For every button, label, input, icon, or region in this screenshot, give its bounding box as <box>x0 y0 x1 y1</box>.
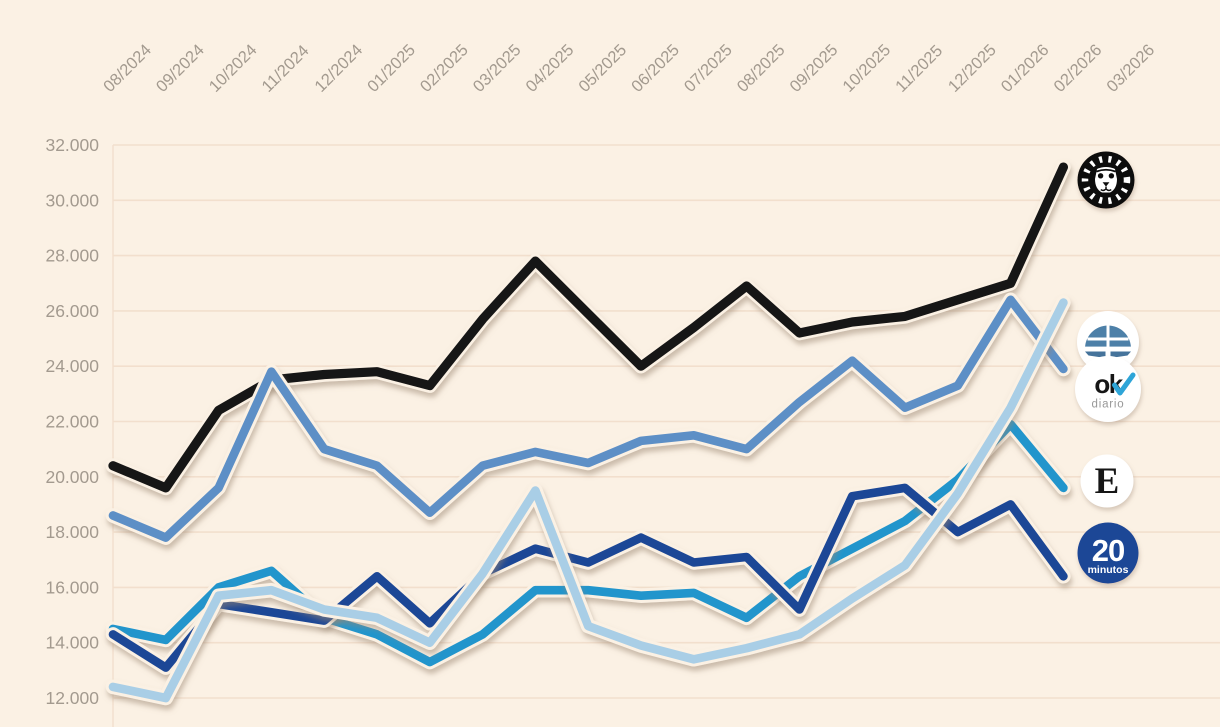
x-tick-label: 04/2025 <box>523 41 578 96</box>
el-espanol-lion-logo-icon <box>1077 151 1135 209</box>
y-tick-label: 12.000 <box>45 688 99 708</box>
y-tick-label: 16.000 <box>45 577 99 597</box>
el-debate-window-logo-icon <box>1077 311 1139 373</box>
veinte-minutos-logo-icon: 20 minutos <box>1077 522 1139 584</box>
x-tick-label: 08/2024 <box>100 41 155 96</box>
x-tick-label: 03/2025 <box>470 41 525 96</box>
okdiario-checkmark-icon <box>1112 372 1136 396</box>
x-tick-label: 12/2025 <box>945 41 1000 96</box>
y-tick-label: 30.000 <box>45 190 99 210</box>
y-axis-tick-labels: 32.000 30.000 28.000 26.000 24.000 22.000 20.0… <box>45 135 99 708</box>
minutos-word: minutos <box>1088 564 1129 576</box>
y-tick-label: 24.000 <box>45 356 99 376</box>
x-tick-label: 01/2025 <box>364 41 419 96</box>
okdiario-logo-icon: ok diario <box>1075 356 1141 422</box>
x-tick-label: 07/2025 <box>681 41 736 96</box>
series-line-20minutos <box>105 480 1071 675</box>
x-tick-label: 06/2025 <box>628 41 683 96</box>
y-tick-label: 32.000 <box>45 135 99 155</box>
x-tick-label: 11/2025 <box>892 42 946 96</box>
okdiario-sub-wordmark: diario <box>1092 399 1125 411</box>
x-tick-label: 10/2024 <box>206 41 261 96</box>
x-tick-label: 10/2025 <box>839 41 894 96</box>
series-line-okdiario <box>105 292 1071 545</box>
data-series-lines <box>105 159 1071 706</box>
x-tick-label: 12/2024 <box>311 41 366 96</box>
e-letter: E <box>1095 461 1120 502</box>
y-tick-label: 26.000 <box>45 301 99 321</box>
e-newspaper-logo-icon: E <box>1080 454 1134 508</box>
x-tick-label: 08/2025 <box>734 41 789 96</box>
y-tick-label: 14.000 <box>45 633 99 653</box>
series-line-el-debate <box>105 295 1071 706</box>
series-line-el-espa-ol <box>105 159 1071 496</box>
x-tick-label: 02/2025 <box>417 41 472 96</box>
x-tick-label: 09/2024 <box>153 41 208 96</box>
x-tick-label: 03/2026 <box>1103 41 1158 96</box>
y-tick-label: 22.000 <box>45 412 99 432</box>
veinte-number: 20 <box>1092 533 1124 568</box>
y-tick-label: 28.000 <box>45 246 99 266</box>
series-line-e <box>105 417 1071 670</box>
x-tick-label: 02/2026 <box>1051 41 1106 96</box>
y-tick-label: 18.000 <box>45 522 99 542</box>
horizontal-gridlines <box>112 144 1220 727</box>
x-axis-month-labels: 08/202409/202410/202411/202412/202401/20… <box>100 41 1158 96</box>
x-tick-label: 11/2024 <box>259 42 313 96</box>
y-tick-label: 20.000 <box>45 467 99 487</box>
series-logo-badges: ok diario E 20 minutos <box>1075 151 1141 584</box>
x-tick-label: 01/2026 <box>998 41 1053 96</box>
x-tick-label: 09/2025 <box>787 41 842 96</box>
x-tick-label: 05/2025 <box>575 41 630 96</box>
